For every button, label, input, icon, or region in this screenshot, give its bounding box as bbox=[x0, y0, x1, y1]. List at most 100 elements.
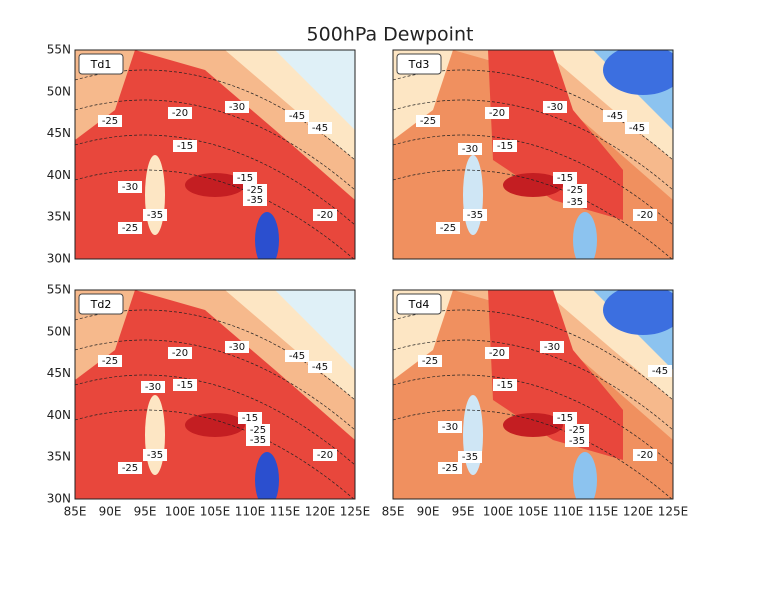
contour-label-bg bbox=[633, 209, 657, 221]
contour-label-bg bbox=[243, 184, 267, 196]
x-tick-label: 85E bbox=[382, 505, 405, 519]
panel-frame bbox=[74, 289, 356, 500]
panel-frame bbox=[392, 49, 674, 260]
contour-label: -35 bbox=[462, 452, 478, 463]
contour-label: -15 bbox=[177, 380, 193, 391]
field bbox=[503, 413, 563, 437]
contour-label-bg bbox=[285, 350, 309, 362]
y-tick-label: 55N bbox=[47, 43, 71, 57]
y-tick-label: 50N bbox=[47, 324, 71, 338]
contour-label-bg bbox=[225, 341, 249, 353]
contour-label-bg bbox=[118, 181, 142, 193]
contour-label: -25 bbox=[569, 425, 585, 436]
contour-label: -45 bbox=[629, 123, 645, 134]
x-tick-label: 105E bbox=[518, 505, 549, 519]
contour-label: -15 bbox=[557, 413, 573, 424]
field bbox=[255, 212, 279, 259]
contour-label-bg bbox=[98, 355, 122, 367]
contour-label: -35 bbox=[569, 436, 585, 447]
contour-label-bg bbox=[313, 209, 337, 221]
contour-label-bg bbox=[173, 379, 197, 391]
contour-label-bg bbox=[436, 222, 460, 234]
contour bbox=[393, 169, 673, 259]
x-tick-label: 100E bbox=[165, 505, 196, 519]
contour-label-bg bbox=[243, 194, 267, 206]
contour-label: -35 bbox=[467, 210, 483, 221]
contour-label-bg bbox=[233, 172, 257, 184]
y-tick-label: 40N bbox=[47, 408, 71, 422]
y-tick-label: 45N bbox=[47, 126, 71, 140]
contour-label: -20 bbox=[489, 348, 505, 359]
contour-label: -25 bbox=[102, 116, 118, 127]
contour-label-bg bbox=[543, 101, 567, 113]
contour bbox=[75, 339, 355, 431]
contour-label-bg bbox=[308, 122, 332, 134]
x-tick-label: 115E bbox=[270, 505, 301, 519]
y-tick-label: 30N bbox=[47, 252, 71, 266]
y-tick-label: 35N bbox=[47, 450, 71, 464]
contour-label: -20 bbox=[317, 450, 333, 461]
contour-label: -30 bbox=[442, 422, 458, 433]
contour-label: -45 bbox=[652, 366, 668, 377]
map-panel bbox=[75, 50, 355, 259]
x-tick-label: 120E bbox=[623, 505, 654, 519]
contour bbox=[75, 169, 355, 259]
contour bbox=[393, 99, 673, 191]
contour-label-bg bbox=[553, 412, 577, 424]
map-panel bbox=[393, 290, 673, 499]
map-panel bbox=[393, 50, 673, 259]
contour-label-bg bbox=[625, 122, 649, 134]
contour-label: -20 bbox=[172, 108, 188, 119]
field bbox=[185, 413, 245, 437]
contour-label-bg bbox=[118, 222, 142, 234]
contour-label: -30 bbox=[462, 144, 478, 155]
contour-label-bg bbox=[143, 449, 167, 461]
contour-label: -30 bbox=[145, 382, 161, 393]
x-tick-label: 110E bbox=[235, 505, 266, 519]
contour-label-bg bbox=[603, 110, 627, 122]
contour bbox=[393, 409, 673, 499]
y-tick-label: 45N bbox=[47, 366, 71, 380]
contour-label-bg bbox=[565, 435, 589, 447]
contour-label: -30 bbox=[122, 182, 138, 193]
field bbox=[255, 452, 279, 499]
contour-label: -30 bbox=[229, 102, 245, 113]
contour-label: -15 bbox=[497, 141, 513, 152]
contour-label-bg bbox=[313, 449, 337, 461]
contour-label: -20 bbox=[172, 348, 188, 359]
contour-label: -25 bbox=[420, 116, 436, 127]
contour-label-bg bbox=[563, 184, 587, 196]
title: 500hPa Dewpoint bbox=[307, 24, 474, 46]
contour-label-bg bbox=[648, 365, 672, 377]
contour-label-bg bbox=[563, 196, 587, 208]
x-tick-label: 100E bbox=[483, 505, 514, 519]
contour-label: -45 bbox=[312, 123, 328, 134]
panel-label-box bbox=[78, 53, 124, 75]
panel-label-box bbox=[396, 293, 442, 315]
contour bbox=[75, 374, 355, 466]
contour bbox=[393, 339, 673, 431]
map-panel bbox=[75, 290, 355, 499]
contour-label: -20 bbox=[637, 450, 653, 461]
contour bbox=[75, 409, 355, 499]
y-tick-label: 35N bbox=[47, 210, 71, 224]
panel-frame bbox=[392, 289, 674, 500]
contour bbox=[393, 374, 673, 466]
contour-label-bg bbox=[493, 140, 517, 152]
field bbox=[603, 290, 673, 335]
contour-label: -15 bbox=[237, 173, 253, 184]
x-tick-label: 110E bbox=[553, 505, 584, 519]
contour-label-bg bbox=[416, 115, 440, 127]
contour-label-bg bbox=[238, 412, 262, 424]
contour-label: -35 bbox=[147, 210, 163, 221]
contour-label-bg bbox=[118, 462, 142, 474]
contour-label-bg bbox=[246, 424, 270, 436]
contour-label-bg bbox=[485, 347, 509, 359]
contour-label: -25 bbox=[250, 425, 266, 436]
field bbox=[503, 173, 563, 197]
panel-label-box bbox=[396, 53, 442, 75]
x-tick-label: 85E bbox=[64, 505, 87, 519]
field bbox=[275, 290, 355, 370]
contour-label-bg bbox=[540, 341, 564, 353]
